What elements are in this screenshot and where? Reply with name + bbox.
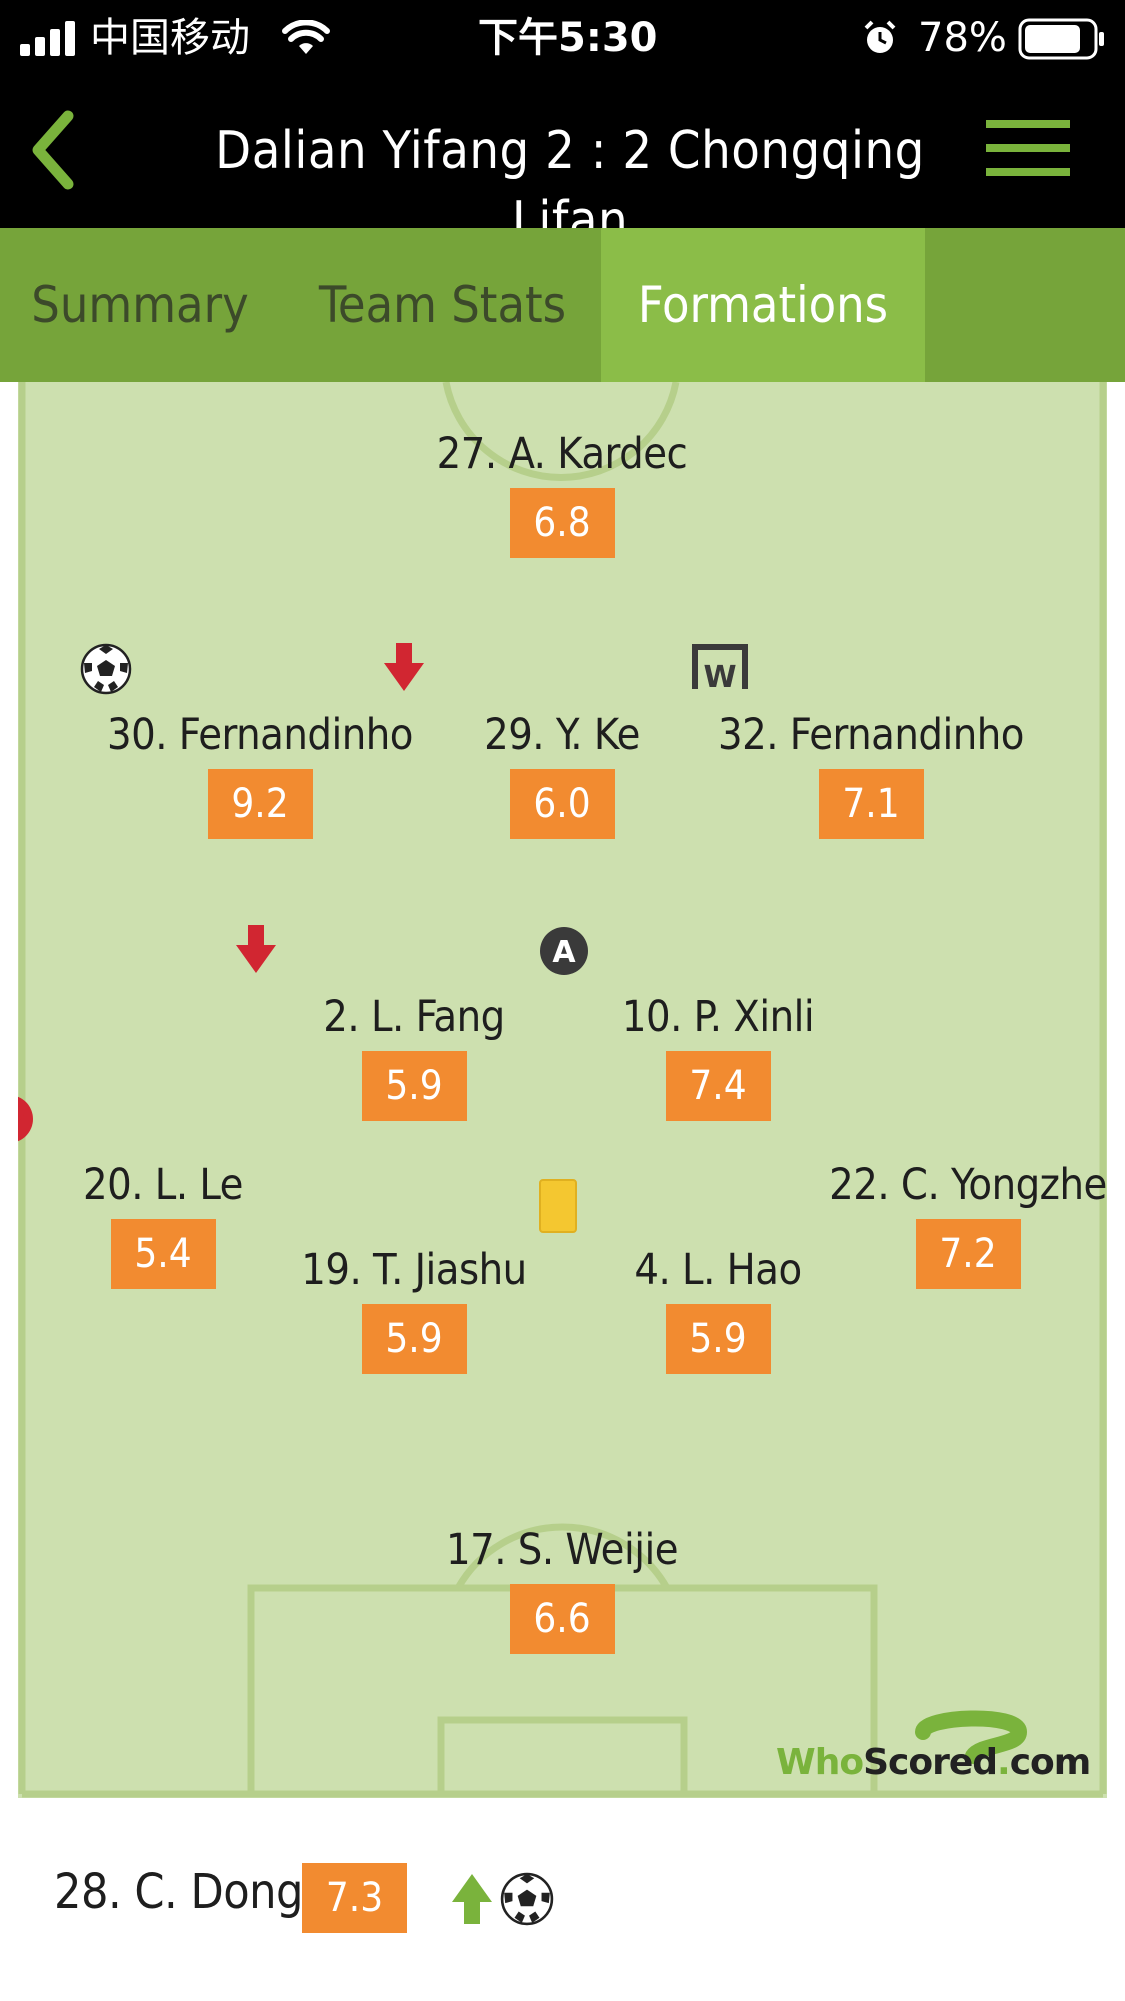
player-rating: 5.4	[110, 1219, 216, 1289]
battery-icon	[1018, 18, 1104, 60]
player-rating: 9.2	[207, 769, 313, 839]
tab-bar: Summary Team Stats Formations	[0, 228, 1125, 382]
formation-pitch: 27. A. Kardec 6.8 30. Fernandinho 9.2 29…	[18, 382, 1107, 1798]
player-card[interactable]: 22. C. Yongzhe 7.2	[788, 1157, 1107, 1289]
status-time: 下午5:30	[478, 15, 658, 61]
player-icons	[234, 925, 594, 981]
player-rating: 5.9	[665, 1304, 771, 1374]
yellow-card-icon	[539, 1179, 577, 1233]
player-name: 10. P. Xinli	[621, 992, 815, 1042]
player-card[interactable]: W 32. Fernandinho 7.1	[691, 644, 1051, 839]
player-rating: 7.2	[915, 1219, 1021, 1289]
wifi-icon	[282, 20, 330, 54]
logo-scored: Scored	[863, 1742, 998, 1783]
player-rating: 7.1	[818, 769, 924, 839]
player-name: 4. L. Hao	[634, 1245, 802, 1295]
player-icons: E	[18, 1093, 343, 1149]
woodwork-icon: W	[692, 644, 748, 693]
player-name: 22. C. Yongzhe	[829, 1160, 1107, 1210]
player-card[interactable]: 27. A. Kardec 6.8	[382, 426, 742, 558]
player-rating: 6.0	[509, 769, 615, 839]
question-mark-logo-icon	[915, 1710, 1028, 1764]
carrier-name: 中国移动	[90, 15, 250, 61]
match-title: Dalian Yifang 2 : 2 Chongqing Lifan	[215, 121, 925, 251]
logo-dot: .	[997, 1742, 1011, 1783]
back-chevron-icon[interactable]	[28, 110, 78, 190]
assist-label: A	[552, 935, 576, 970]
tab-summary[interactable]: Summary	[31, 276, 249, 334]
player-rating: 7.4	[665, 1051, 771, 1121]
player-icons	[80, 643, 440, 699]
player-card[interactable]: 19. T. Jiashu 5.9	[234, 1242, 594, 1374]
player-name: 20. L. Le	[83, 1160, 243, 1210]
battery-percent: 78%	[918, 15, 1007, 61]
player-icons	[382, 643, 742, 699]
player-card[interactable]: 4. L. Hao 5.9	[538, 1179, 898, 1374]
player-card[interactable]: 17. S. Weijie 6.6	[382, 1522, 742, 1654]
player-card[interactable]: A 10. P. Xinli 7.4	[538, 927, 898, 1121]
substitute-name: 28. C. Dong	[54, 1864, 303, 1920]
tab-formations[interactable]: Formations	[601, 228, 925, 382]
sub-on-arrow-icon	[452, 1874, 492, 1924]
player-icons	[538, 1178, 898, 1234]
signal-icon	[20, 21, 75, 56]
assist-icon: A	[540, 927, 588, 975]
goal-ball-icon	[500, 1872, 554, 1926]
substitute-rating: 7.3	[302, 1863, 407, 1933]
goal-ball-icon	[80, 643, 132, 695]
player-name: 30. Fernandinho	[107, 710, 413, 760]
player-card[interactable]: 29. Y. Ke 6.0	[382, 643, 742, 839]
player-name: 32. Fernandinho	[718, 710, 1024, 760]
player-card[interactable]: 30. Fernandinho 9.2	[80, 643, 440, 839]
player-card[interactable]: E 20. L. Le 5.4	[18, 1096, 343, 1289]
sub-off-arrow-icon	[236, 925, 276, 973]
tab-team-stats[interactable]: Team Stats	[318, 276, 567, 334]
player-icons: W	[691, 643, 1051, 699]
substitute-row[interactable]: 28. C. Dong 7.3	[0, 1798, 1125, 2001]
alarm-icon	[864, 20, 896, 53]
whoscored-logo: WhoScored.com	[776, 1710, 1091, 1790]
player-name: 19. T. Jiashu	[301, 1245, 527, 1295]
hamburger-menu-icon[interactable]	[986, 118, 1070, 178]
app-header: Dalian Yifang 2 : 2 Chongqing Lifan	[0, 78, 1125, 251]
player-name: 27. A. Kardec	[436, 429, 688, 479]
sub-off-arrow-icon	[18, 1113, 25, 1123]
player-rating: 6.6	[509, 1584, 615, 1654]
player-icons: A	[538, 925, 898, 981]
sub-off-arrow-icon	[384, 643, 424, 691]
logo-who: Who	[776, 1742, 864, 1783]
player-name: 29. Y. Ke	[484, 710, 640, 760]
player-rating: 6.8	[509, 488, 615, 558]
player-rating: 5.9	[361, 1051, 467, 1121]
player-card[interactable]: 2. L. Fang 5.9	[234, 925, 594, 1121]
player-name: 17. S. Weijie	[445, 1525, 679, 1575]
player-name: 2. L. Fang	[323, 992, 505, 1042]
status-bar: 中国移动 下午5:30 78%	[0, 0, 1125, 78]
player-rating: 5.9	[361, 1304, 467, 1374]
woodwork-label: W	[703, 660, 736, 693]
logo-com: com	[1009, 1742, 1092, 1783]
